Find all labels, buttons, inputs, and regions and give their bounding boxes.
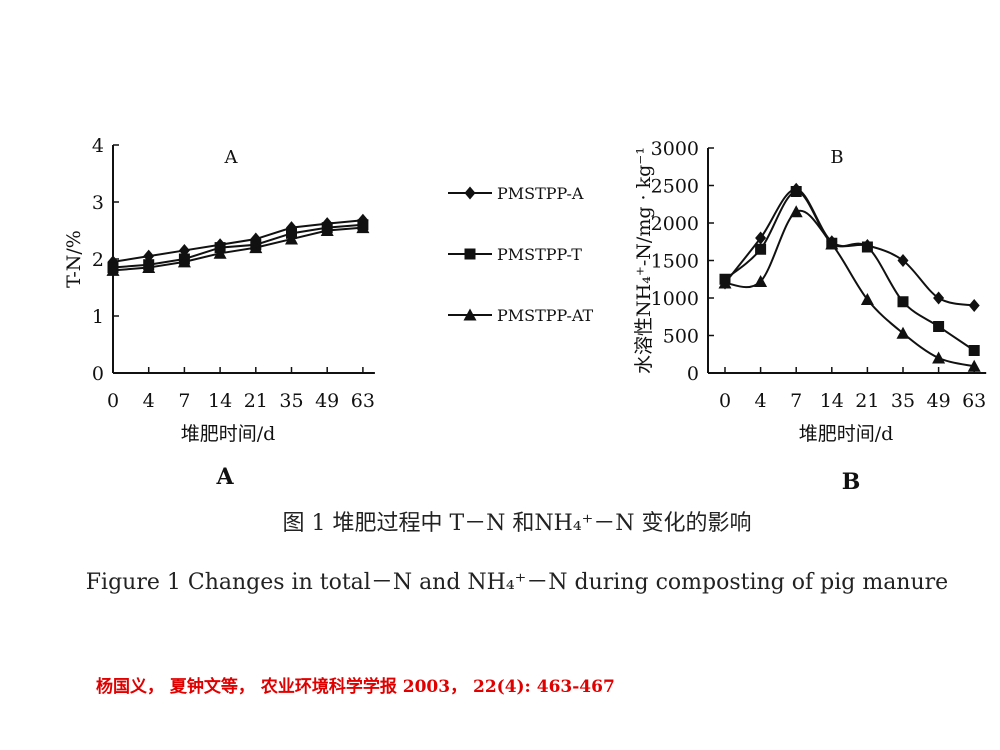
sub-figure-label: B bbox=[842, 469, 861, 495]
data-point bbox=[789, 205, 803, 218]
x-tick-label: 7 bbox=[178, 390, 190, 412]
x-tick-label: 49 bbox=[927, 390, 951, 412]
y-tick-label: 3000 bbox=[651, 138, 699, 160]
legend-label: PMSTPP-T bbox=[497, 245, 582, 264]
legend-marker bbox=[464, 186, 476, 200]
y-tick-label: 3 bbox=[92, 192, 104, 214]
data-point bbox=[933, 321, 945, 332]
x-tick-label: 49 bbox=[315, 390, 339, 412]
data-point bbox=[790, 186, 802, 197]
data-point bbox=[142, 261, 156, 274]
legend: PMSTPP-A PMSTPP-T PMSTPP-AT bbox=[448, 184, 594, 325]
data-point bbox=[967, 359, 981, 372]
data-point bbox=[933, 291, 945, 305]
data-point bbox=[860, 293, 874, 305]
data-point bbox=[718, 276, 732, 289]
panel-label: B bbox=[830, 147, 843, 168]
y-tick-label: 2500 bbox=[651, 176, 699, 198]
x-tick-label: 35 bbox=[891, 390, 915, 412]
series-line-pmstpp-a bbox=[112, 219, 363, 263]
citation: 杨国义， 夏钟文等， 农业环境科学学报 2003， 22(4): 463-467 bbox=[96, 677, 615, 697]
data-point bbox=[755, 231, 767, 245]
x-tick-label: 21 bbox=[855, 390, 879, 412]
x-tick-label: 21 bbox=[244, 390, 268, 412]
data-point bbox=[178, 243, 190, 257]
y-tick-label: 1500 bbox=[651, 251, 699, 273]
y-tick-label: 1000 bbox=[651, 288, 699, 310]
data-point bbox=[177, 255, 191, 268]
data-point bbox=[213, 246, 227, 259]
panel-label: A bbox=[224, 147, 239, 168]
data-point bbox=[825, 237, 839, 250]
data-point bbox=[932, 351, 946, 364]
y-tick-label: 1 bbox=[92, 306, 104, 328]
x-tick-label: 4 bbox=[143, 390, 155, 412]
data-point bbox=[897, 254, 909, 267]
legend-label: PMSTPP-A bbox=[497, 184, 584, 203]
y-tick-label: 2000 bbox=[651, 213, 699, 235]
y-axis-label: 水溶性NH₄⁺-N/mg · kg⁻¹ bbox=[633, 147, 655, 374]
sub-figure-label: A bbox=[215, 464, 234, 490]
x-tick-label: 0 bbox=[107, 390, 119, 412]
x-tick-label: 7 bbox=[790, 390, 802, 412]
x-tick-label: 63 bbox=[962, 390, 986, 412]
x-tick-label: 14 bbox=[208, 390, 232, 412]
chart-a: 0 1 2 3 4 0 4 7 14 21 35 49 63 堆肥时间/d T-N/% A A bbox=[63, 135, 375, 490]
y-axis-label: T-N/% bbox=[63, 230, 85, 288]
series-line-pmstpp-at bbox=[112, 226, 363, 272]
data-point bbox=[968, 299, 980, 312]
data-point bbox=[896, 326, 910, 339]
y-tick-label: 0 bbox=[687, 363, 699, 385]
legend-marker bbox=[463, 308, 477, 321]
data-point bbox=[897, 296, 909, 308]
data-point bbox=[285, 232, 298, 245]
legend-label: PMSTPP-AT bbox=[497, 306, 594, 325]
data-point bbox=[320, 224, 334, 236]
y-tick-label: 0 bbox=[92, 363, 104, 385]
x-tick-label: 35 bbox=[279, 390, 303, 412]
series-line-pmstpp-t bbox=[112, 223, 363, 269]
x-tick-label: 4 bbox=[755, 390, 767, 412]
data-point bbox=[106, 263, 120, 276]
data-point bbox=[755, 243, 767, 255]
data-point bbox=[249, 241, 263, 254]
series-line-pmstpp-at bbox=[724, 209, 975, 368]
x-tick-label: 63 bbox=[351, 390, 375, 412]
y-tick-label: 4 bbox=[92, 135, 104, 157]
x-axis-label: 堆肥时间/d bbox=[181, 423, 276, 445]
data-point bbox=[968, 345, 980, 356]
x-axis-label: 堆肥时间/d bbox=[799, 423, 894, 445]
y-tick-label: 500 bbox=[663, 326, 699, 348]
x-tick-label: 14 bbox=[820, 390, 844, 412]
legend-marker bbox=[464, 248, 476, 260]
caption-cn: 图 1 堆肥过程中 T－N 和NH₄⁺－N 变化的影响 bbox=[282, 511, 751, 536]
caption-en: Figure 1 Changes in total－N and NH₄⁺－N d… bbox=[86, 570, 948, 595]
data-point bbox=[754, 275, 768, 287]
x-tick-label: 0 bbox=[719, 390, 731, 412]
data-point bbox=[356, 221, 370, 234]
data-point bbox=[861, 241, 873, 253]
chart-b: 0 500 1000 1500 2000 2500 3000 0 4 7 14 21 35 49 63 堆肥时… bbox=[633, 138, 986, 495]
y-tick-label: 2 bbox=[92, 249, 104, 271]
